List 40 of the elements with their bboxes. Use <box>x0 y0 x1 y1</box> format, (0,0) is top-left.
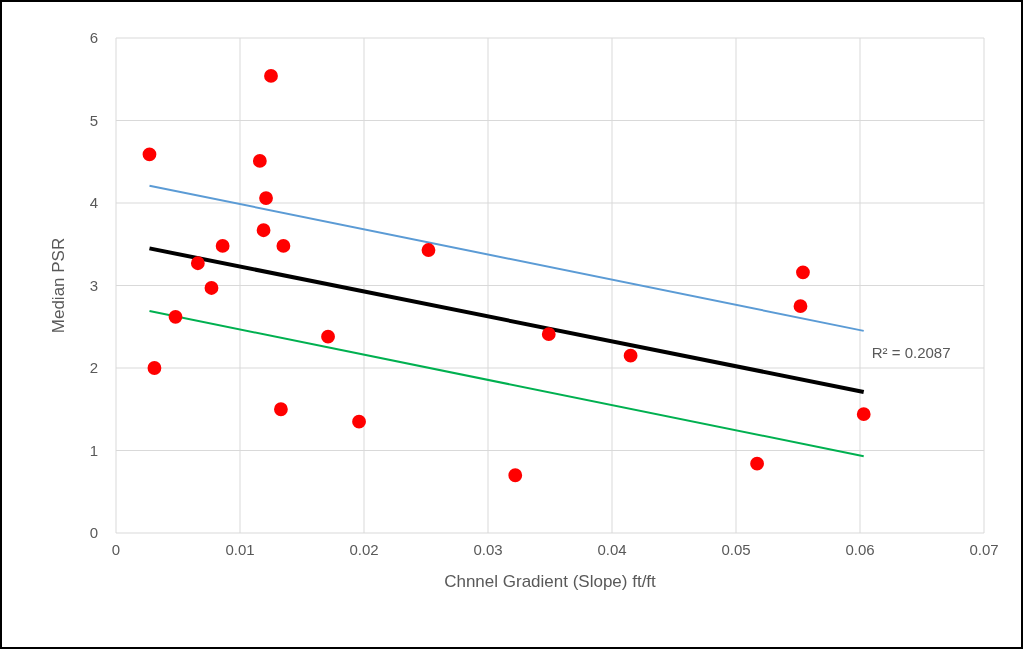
point <box>421 243 436 257</box>
y-tick-label: 6 <box>89 29 98 46</box>
annotation: R² = 0.2087 <box>871 343 951 361</box>
point <box>623 348 638 363</box>
x-tick-label: 0.07 <box>969 541 999 558</box>
point <box>750 456 764 471</box>
y-tick-label: 2 <box>89 359 98 376</box>
x-tick-label: 0.04 <box>597 541 627 558</box>
point <box>142 147 157 162</box>
y-tick-label: 5 <box>89 111 98 129</box>
point <box>252 154 267 168</box>
point <box>352 414 366 429</box>
y-axis-title: Median PSR <box>49 237 68 334</box>
point <box>168 309 183 324</box>
point <box>215 239 230 253</box>
x-axis-title: Chnnel Gradient (Slope) ft/ft <box>444 572 657 591</box>
point <box>274 402 288 417</box>
point <box>204 281 219 295</box>
point <box>190 256 205 271</box>
point <box>541 327 556 342</box>
x-tick-label: 0.06 <box>845 541 875 558</box>
y-tick-label: 0 <box>89 524 98 541</box>
x-tick-label: 0.02 <box>349 541 379 558</box>
point <box>793 299 808 314</box>
point <box>147 361 162 375</box>
x-tick-label: 0.01 <box>225 541 255 558</box>
point <box>264 69 278 83</box>
y-tick-label: 1 <box>89 441 98 459</box>
point <box>856 407 871 422</box>
point <box>321 329 335 344</box>
point <box>508 468 523 483</box>
x-tick-label: 0 <box>111 541 121 558</box>
x-tick-label: 0.03 <box>473 541 503 558</box>
point <box>796 265 810 280</box>
y-tick-label: 3 <box>89 276 98 294</box>
point <box>256 223 271 238</box>
point <box>276 239 291 253</box>
y-tick-label: 4 <box>89 194 98 211</box>
point <box>259 191 273 205</box>
x-tick-label: 0.05 <box>721 541 751 558</box>
